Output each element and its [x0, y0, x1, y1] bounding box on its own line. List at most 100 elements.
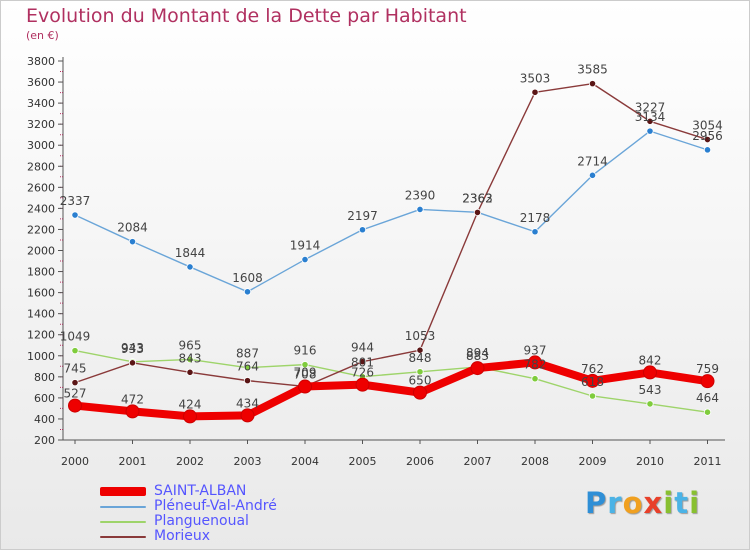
data-point: [703, 408, 712, 416]
data-label: 916: [294, 344, 317, 358]
data-point: [240, 408, 255, 423]
y-tick-label: 1200: [27, 329, 55, 342]
series-line-2: [74, 349, 709, 413]
data-label: 3054: [692, 119, 723, 133]
data-label: 3227: [635, 100, 666, 114]
proxiti-logo: Proxiti: [585, 486, 700, 520]
chart-unit: (en €): [26, 29, 59, 42]
x-tick-label: 2011: [694, 455, 722, 468]
data-label: 745: [64, 362, 87, 376]
y-tick-label: 2000: [27, 245, 55, 258]
logo-letter: i: [663, 486, 675, 520]
data-point: [531, 228, 539, 236]
y-tick-label: 1800: [27, 266, 55, 279]
data-label: 2363: [462, 191, 493, 205]
data-point: [125, 404, 140, 419]
data-point: [585, 373, 600, 388]
chart-title: Evolution du Montant de la Dette par Hab…: [26, 5, 467, 27]
data-point: [700, 374, 715, 389]
data-label: 2337: [60, 194, 91, 208]
y-tick-label: 3000: [27, 139, 55, 152]
data-label: 464: [696, 391, 719, 405]
y-tick-label: 2600: [27, 181, 55, 194]
data-label: 759: [696, 362, 719, 376]
data-label: 3503: [520, 71, 551, 85]
logo-letter: t: [674, 486, 690, 520]
data-label: 1053: [405, 329, 436, 343]
data-point: [416, 346, 424, 354]
logo-letter: o: [622, 486, 644, 520]
data-point: [358, 358, 367, 366]
data-label: 843: [179, 351, 202, 365]
x-tick-label: 2002: [176, 455, 204, 468]
logo-letter: P: [585, 486, 608, 520]
data-point: [298, 379, 312, 394]
data-point: [243, 377, 252, 385]
data-point: [71, 211, 79, 219]
legend-label: SAINT-ALBAN: [154, 483, 247, 499]
data-point: [186, 263, 194, 271]
data-point: [531, 88, 539, 96]
data-point: [68, 398, 82, 413]
x-tick-label: 2001: [119, 455, 147, 468]
data-label: 3134: [635, 110, 666, 124]
data-label: 2956: [692, 129, 723, 143]
data-point: [473, 208, 482, 216]
data-label: 434: [236, 396, 259, 410]
data-point: [355, 377, 370, 392]
legend-item: Pléneuf-Val-André: [100, 499, 277, 514]
y-tick-label: 3400: [27, 97, 55, 110]
y-tick-label: 3200: [27, 118, 55, 131]
data-label: 2178: [520, 211, 551, 225]
data-label: 1608: [232, 271, 263, 285]
data-point: [643, 365, 657, 380]
x-tick-label: 2000: [61, 455, 89, 468]
data-point: [588, 171, 597, 179]
data-point: [703, 135, 712, 144]
legend-swatch: [100, 487, 146, 496]
data-label: 3585: [577, 63, 608, 77]
data-point: [646, 117, 654, 125]
data-label: 708: [294, 368, 317, 382]
data-label: 937: [524, 343, 547, 357]
data-point: [186, 368, 194, 376]
legend-label: Planguenoual: [154, 513, 249, 529]
data-point: [358, 226, 367, 234]
logo-letter: i: [689, 486, 701, 520]
data-point: [128, 238, 137, 246]
legend-swatch: [100, 520, 146, 523]
x-tick-label: 2005: [349, 455, 377, 468]
data-label: 965: [179, 338, 202, 352]
data-point: [183, 409, 197, 424]
data-label: 894: [466, 346, 489, 360]
data-point: [531, 375, 539, 383]
legend-swatch: [100, 505, 146, 508]
data-label: 782: [524, 358, 547, 372]
data-point: [646, 400, 654, 408]
data-point: [301, 361, 309, 369]
y-tick-label: 1000: [27, 350, 55, 363]
y-tick-label: 2800: [27, 160, 55, 173]
y-tick-label: 400: [34, 413, 55, 426]
logo-letter: r: [607, 486, 623, 520]
x-tick-label: 2010: [636, 455, 664, 468]
data-label: 933: [121, 342, 144, 356]
data-label: 726: [351, 366, 374, 380]
logo-letter: x: [643, 486, 664, 520]
legend-label: Pléneuf-Val-André: [154, 498, 277, 514]
data-label: 709: [294, 365, 317, 379]
data-label: 527: [64, 387, 87, 401]
data-label: 848: [409, 351, 432, 365]
data-label: 883: [466, 349, 489, 363]
y-tick-label: 800: [34, 371, 55, 384]
data-label: 2714: [577, 154, 608, 168]
x-tick-label: 2009: [579, 455, 607, 468]
data-point: [470, 361, 485, 376]
data-label: 887: [236, 347, 259, 361]
data-point: [588, 392, 597, 400]
y-tick-label: 1600: [27, 287, 55, 300]
chart-legend: SAINT-ALBAN Pléneuf-Val-André Planguenoual…: [100, 484, 277, 544]
x-tick-label: 2006: [406, 455, 434, 468]
y-tick-label: 1400: [27, 308, 55, 321]
data-point: [703, 146, 712, 154]
